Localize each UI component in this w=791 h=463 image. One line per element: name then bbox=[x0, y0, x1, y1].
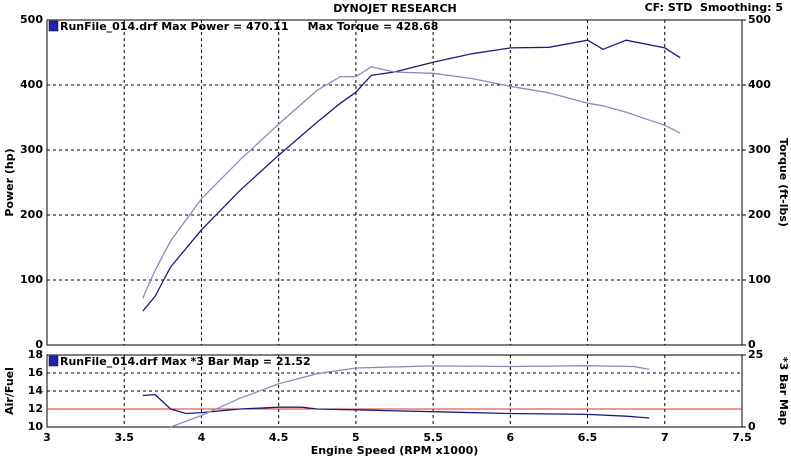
x-tick-label: 7.5 bbox=[732, 431, 752, 444]
y2-tick-label: 25 bbox=[748, 348, 763, 361]
x-tick-label: 3 bbox=[43, 431, 51, 444]
y2-axis-label: *3 Bar Map bbox=[777, 357, 790, 426]
y2-tick-label: 0 bbox=[748, 420, 756, 433]
y2-tick-label: 200 bbox=[748, 208, 771, 221]
x-tick-label: 4.5 bbox=[269, 431, 289, 444]
plot-area bbox=[46, 19, 743, 346]
y-tick-label: 12 bbox=[28, 402, 43, 415]
legend-swatch bbox=[48, 355, 59, 367]
y-tick-label: 100 bbox=[20, 273, 43, 286]
legend-text: RunFile_014.drf Max *3 Bar Map = 21.52 bbox=[60, 355, 311, 368]
series-line bbox=[170, 365, 650, 428]
x-tick-label: 6.5 bbox=[578, 431, 598, 444]
x-tick-label: 5.5 bbox=[423, 431, 443, 444]
y2-tick-label: 500 bbox=[748, 13, 771, 26]
series-line bbox=[142, 39, 681, 312]
y2-axis-label: Torque (ft-lbs) bbox=[777, 138, 790, 227]
y-tick-label: 10 bbox=[28, 420, 44, 433]
y-tick-label: 500 bbox=[20, 13, 43, 26]
y-axis-label: Power (hp) bbox=[3, 148, 16, 216]
x-tick-label: 7 bbox=[661, 431, 669, 444]
y-axis-label: Air/Fuel bbox=[3, 367, 16, 415]
y-tick-label: 200 bbox=[20, 208, 43, 221]
annotation: CF: STD Smoothing: 5 bbox=[645, 1, 783, 14]
y-tick-label: 16 bbox=[28, 366, 44, 379]
x-tick-label: 3.5 bbox=[114, 431, 134, 444]
legend-text: RunFile_014.drf Max Power = 470.11 Max T… bbox=[60, 20, 438, 33]
x-tick-label: 5 bbox=[352, 431, 360, 444]
x-axis-label: Engine Speed (RPM x1000) bbox=[311, 444, 479, 457]
y-tick-label: 400 bbox=[20, 78, 43, 91]
x-tick-label: 6 bbox=[507, 431, 515, 444]
y-tick-label: 14 bbox=[28, 384, 44, 397]
y-tick-label: 18 bbox=[28, 348, 43, 361]
series-line bbox=[142, 66, 681, 299]
chart-title: DYNOJET RESEARCH bbox=[333, 2, 456, 15]
x-tick-label: 4 bbox=[198, 431, 206, 444]
y2-tick-label: 400 bbox=[748, 78, 771, 91]
y2-tick-label: 300 bbox=[748, 143, 771, 156]
y-tick-label: 0 bbox=[35, 338, 43, 351]
legend-swatch bbox=[48, 20, 59, 32]
y2-tick-label: 0 bbox=[748, 338, 756, 351]
y2-tick-label: 100 bbox=[748, 273, 771, 286]
series-line bbox=[142, 393, 650, 419]
y-tick-label: 300 bbox=[20, 143, 43, 156]
